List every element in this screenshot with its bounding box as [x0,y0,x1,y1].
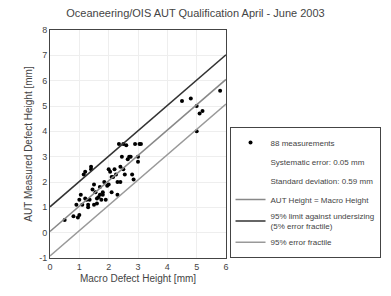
svg-text:2: 2 [42,177,47,187]
svg-text:0: 0 [42,228,47,238]
svg-text:0: 0 [47,262,52,272]
svg-text:6: 6 [42,76,47,86]
svg-text:5: 5 [194,262,199,272]
svg-text:2: 2 [106,262,111,272]
svg-text:8: 8 [42,25,47,35]
svg-text:4: 4 [165,262,170,272]
svg-text:-1: -1 [39,253,47,263]
svg-text:88 measurements: 88 measurements [271,139,335,148]
svg-text:3: 3 [42,152,47,162]
svg-text:1: 1 [42,202,47,212]
svg-text:7: 7 [42,50,47,60]
svg-text:6: 6 [223,262,228,272]
svg-text:Oceaneering/OIS AUT Qualificat: Oceaneering/OIS AUT Qualification April … [66,7,324,19]
svg-text:1: 1 [77,262,82,272]
svg-text:95% error fractile: 95% error fractile [271,238,332,247]
svg-text:Macro Defect Height [mm]: Macro Defect Height [mm] [80,273,196,284]
svg-text:4: 4 [42,126,47,136]
svg-text:Systematic error: 0.05 mm: Systematic error: 0.05 mm [271,158,365,167]
svg-text:95% limit against undersizing(: 95% limit against undersizing(5% error f… [271,212,375,231]
svg-text:AUT Measured Defect Height [mm: AUT Measured Defect Height [mm] [23,66,34,222]
svg-text:5: 5 [42,101,47,111]
svg-text:Standard deviation: 0.59 mm: Standard deviation: 0.59 mm [271,177,374,186]
svg-text:AUT Height = Macro Height: AUT Height = Macro Height [271,196,370,205]
svg-text:3: 3 [135,262,140,272]
